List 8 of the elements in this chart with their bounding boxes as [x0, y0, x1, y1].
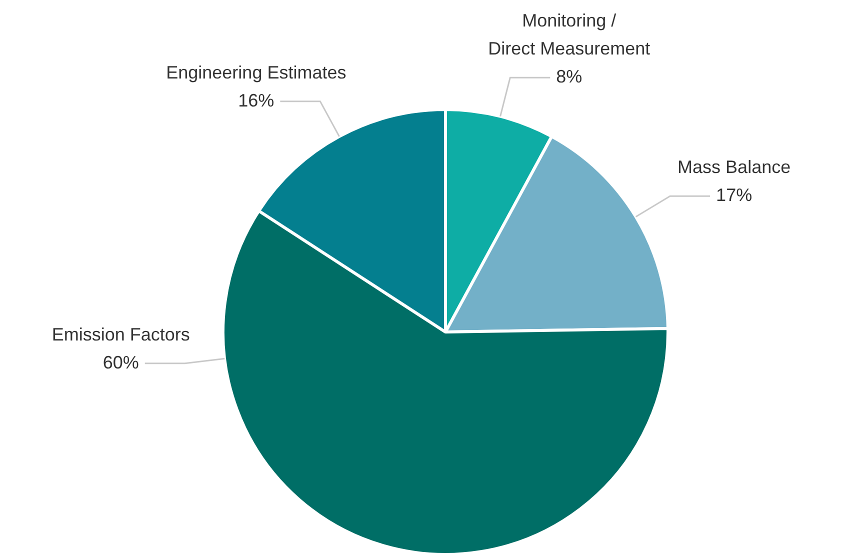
data-label: 17% — [716, 185, 752, 206]
slice-label: Engineering Estimates — [166, 62, 346, 82]
slice-label: Emission Factors — [52, 324, 190, 344]
data-label: 16% — [238, 90, 274, 110]
slice-label: Monitoring / Direct Measurement — [488, 10, 650, 59]
slice-label: Mass Balance — [678, 157, 791, 178]
data-label: 60% — [102, 352, 139, 372]
data-label: 8% — [556, 66, 582, 87]
